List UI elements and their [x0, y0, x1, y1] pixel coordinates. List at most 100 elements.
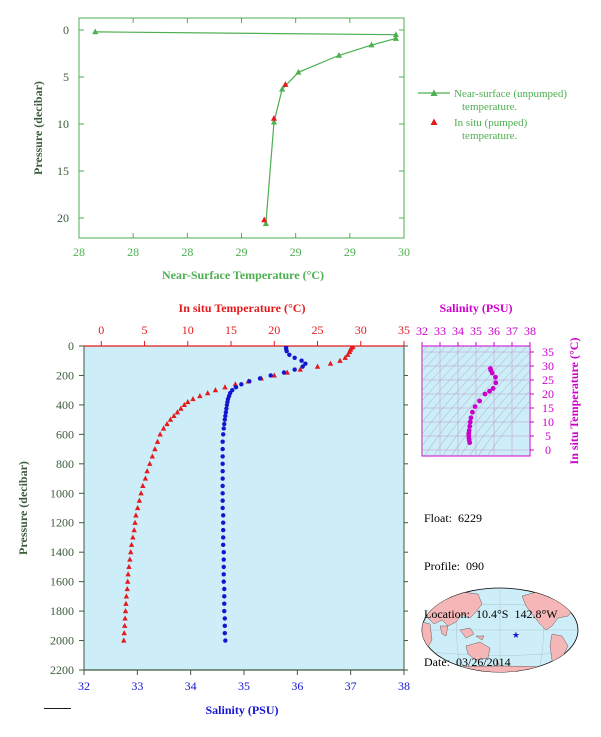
profile-chart: 0 5 10 15 20 25 30 35 32 33 34 35 36 37 38 0 200 400 600… — [16, 301, 410, 717]
sal-tick-label: 36 — [291, 679, 303, 693]
salinity-point — [220, 454, 225, 459]
salinity-point — [221, 572, 226, 577]
unpumped-point — [335, 51, 343, 58]
temperature-point — [314, 363, 321, 369]
float-number: Float: 6229 — [424, 511, 483, 525]
temp-tick-label: 10 — [182, 323, 194, 337]
temperature-point — [171, 412, 177, 419]
salinity-point — [222, 630, 227, 636]
temp-tick-label: 35 — [398, 323, 410, 337]
salinity-point — [220, 476, 225, 481]
world-map: ★ — [421, 587, 579, 673]
temperature-point — [122, 615, 128, 621]
ts-point — [487, 388, 492, 394]
x-tick-label: 28 — [73, 245, 85, 259]
temperature-point — [154, 438, 161, 444]
ts-temperature-label: In situ Temperature (°C) — [567, 338, 581, 465]
temperature-point — [297, 366, 303, 372]
temperature-point — [197, 393, 203, 399]
temperature-point — [121, 622, 128, 628]
legend-pumped-label-line1: In situ (pumped) — [454, 117, 528, 129]
temperature-point — [178, 405, 184, 411]
pressure-tick-label: 1400 — [50, 545, 74, 559]
ts-sal-tick-label: 33 — [434, 324, 446, 338]
salinity-point — [220, 498, 225, 503]
ts-salinity-label: Salinity (PSU) — [439, 301, 512, 315]
temperature-point — [126, 563, 132, 570]
unpumped-point — [392, 35, 399, 41]
pressure-tick-label: 600 — [56, 427, 74, 441]
salinity-point — [223, 410, 229, 415]
ts-temp-tick-label: 10 — [542, 415, 554, 429]
pressure-tick-label: 0 — [68, 339, 74, 353]
temperature-point — [327, 360, 334, 366]
x-tick-label: 30 — [398, 245, 410, 259]
ts-point — [489, 370, 495, 376]
pressure-axis-ticks: 0 200 400 600 800 1000 1200 1400 1600 1800 2000 220… — [50, 339, 408, 677]
salinity-point — [239, 382, 244, 387]
temperature-point — [337, 357, 343, 363]
salinity-point — [233, 385, 239, 390]
ts-density-contour — [478, 390, 530, 456]
temperature-point — [174, 409, 181, 415]
ts-density-contour — [460, 370, 530, 456]
salinity-point — [247, 379, 252, 384]
temperature-point — [122, 608, 129, 614]
temperature-point — [123, 600, 129, 606]
salinity-point — [220, 439, 225, 444]
temperature-point — [232, 381, 239, 387]
ts-density-contour — [422, 346, 474, 402]
ts-density-contour — [422, 346, 447, 372]
salinity-point — [222, 586, 227, 592]
temperature-point — [136, 497, 143, 503]
ts-temp-tick-label: 0 — [545, 443, 551, 457]
temperature-point — [271, 372, 277, 378]
temp-tick-label: 20 — [268, 323, 280, 337]
y-tick-label: 15 — [57, 164, 69, 178]
y-tick-label: 10 — [57, 117, 69, 131]
ts-temp-tick-label: 30 — [542, 359, 554, 373]
temperature-point — [144, 468, 150, 474]
ts-density-contour — [422, 346, 456, 382]
pressure-tick-label: 2000 — [50, 634, 74, 648]
ts-temp-tick-label: 5 — [545, 429, 551, 443]
salinity-point — [287, 352, 292, 358]
salinity-point — [221, 564, 226, 570]
ts-point — [467, 423, 473, 429]
ts-point — [472, 404, 478, 409]
temp-tick-label: 15 — [225, 323, 237, 337]
temperature-point — [157, 431, 163, 437]
salinity-point — [222, 616, 227, 621]
temperature-point — [124, 586, 130, 592]
near-surface-plot-frame — [78, 17, 405, 239]
temperature-point — [134, 505, 141, 511]
ts-density-contour — [451, 361, 530, 456]
salinity-point — [292, 367, 297, 372]
ts-temp-tick-label: 20 — [542, 387, 554, 401]
pressure-tick-label: 1000 — [50, 486, 74, 500]
y-tick-label: 0 — [63, 23, 69, 37]
pressure-tick-label: 400 — [56, 398, 74, 412]
ts-sal-tick-label: 35 — [470, 324, 482, 338]
float-info: Float: 6229 Profile: 090 Location: 10.4°… — [424, 478, 558, 702]
ts-density-contour — [433, 346, 528, 456]
float-location-marker: ★ — [512, 630, 520, 640]
salinity-point — [222, 608, 227, 614]
temperature-point — [124, 578, 131, 584]
salinity-point — [292, 355, 297, 360]
temperature-point — [342, 354, 348, 360]
ts-density-contour — [469, 380, 530, 456]
y-tick-label: 20 — [57, 211, 69, 225]
profile-series — [121, 346, 356, 643]
map-new-zealand — [495, 659, 500, 668]
temperature-point — [149, 453, 156, 459]
ts-density-contour — [422, 346, 510, 447]
ts-point — [477, 398, 482, 404]
unpumped-point — [279, 85, 286, 92]
ts-point — [467, 440, 473, 446]
temperature-axis-ticks: 0 5 10 15 20 25 30 35 — [98, 323, 410, 346]
temperature-point — [147, 460, 153, 466]
x-tick-label: 28 — [127, 245, 139, 259]
